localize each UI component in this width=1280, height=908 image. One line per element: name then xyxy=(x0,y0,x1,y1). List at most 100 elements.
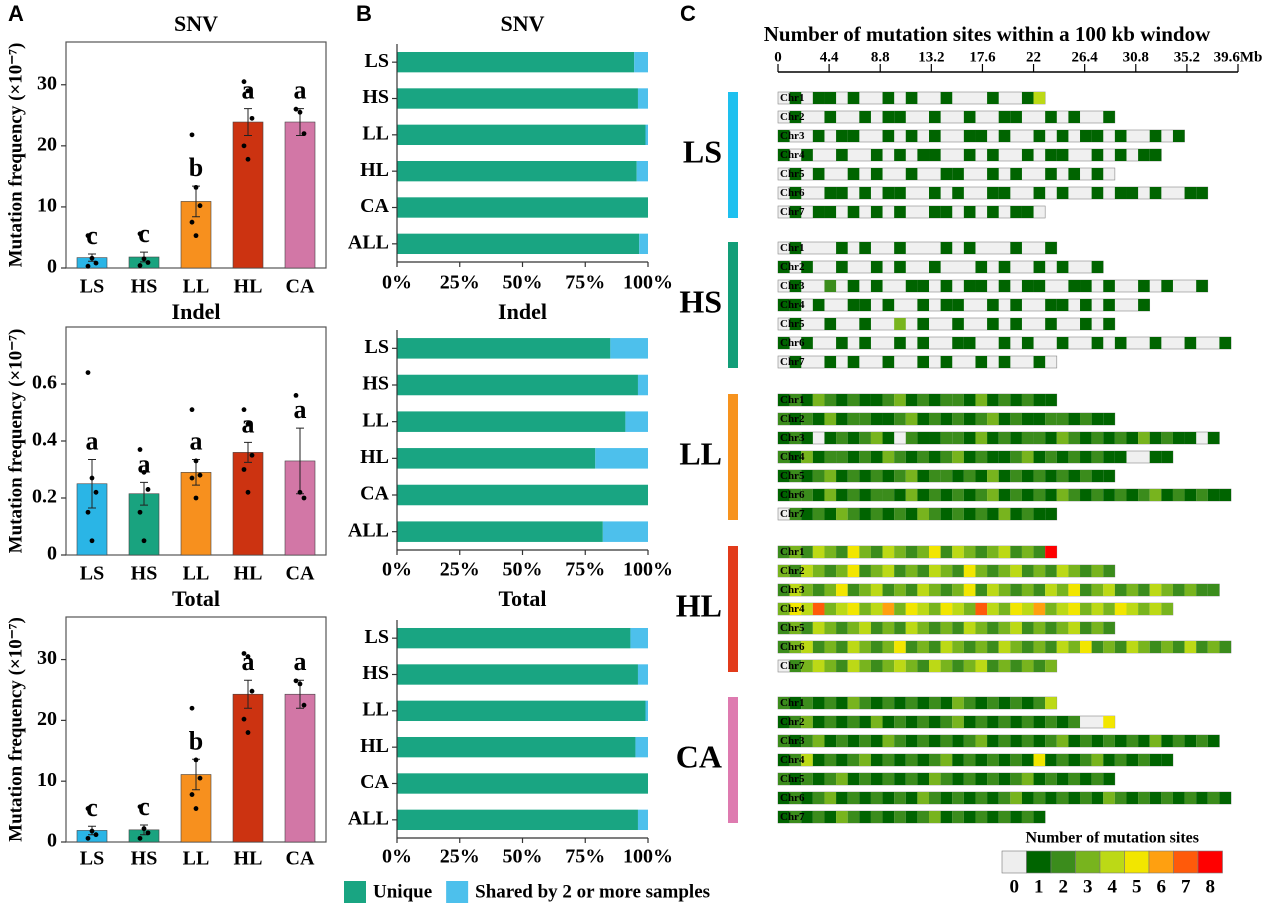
window-cell xyxy=(882,735,895,747)
window-cell xyxy=(1021,735,1034,747)
window-cell xyxy=(882,470,895,482)
x-tick-label: 100% xyxy=(623,846,673,868)
window-cell xyxy=(836,584,848,596)
window-cell xyxy=(847,470,860,482)
window-cell xyxy=(963,660,976,672)
chromosome-label: Chr5 xyxy=(780,168,805,180)
window-cell xyxy=(1172,130,1185,142)
window-cell xyxy=(1103,622,1115,634)
window-cell xyxy=(1033,584,1046,596)
window-cell xyxy=(987,811,999,823)
window-cell xyxy=(1080,451,1092,463)
data-point xyxy=(189,407,195,413)
window-cell xyxy=(1021,792,1034,804)
bar-segment xyxy=(639,233,648,255)
window-cell xyxy=(1184,337,1197,349)
bar-segment xyxy=(397,197,648,218)
window-cell xyxy=(801,149,813,161)
window-cell xyxy=(778,130,790,142)
x-tick-label: CA xyxy=(286,563,315,585)
window-cell xyxy=(975,508,988,520)
chromosome-label: Chr3 xyxy=(780,130,805,142)
x-tick-label: 8.8 xyxy=(871,49,890,65)
window-cell xyxy=(812,584,825,596)
window-cell xyxy=(1045,773,1057,785)
window-cell xyxy=(917,792,930,804)
window-cell xyxy=(859,489,871,501)
window-cell xyxy=(1068,168,1081,180)
window-cell xyxy=(1196,280,1208,292)
window-cell xyxy=(801,565,813,577)
window-cell xyxy=(975,565,988,577)
window-cell xyxy=(894,489,906,501)
window-cell xyxy=(1080,565,1092,577)
window-cell xyxy=(1045,565,1057,577)
window-cell xyxy=(847,92,860,104)
window-cell xyxy=(778,149,790,161)
window-cell xyxy=(952,470,964,482)
window-cell xyxy=(1021,280,1034,292)
window-cell xyxy=(975,754,988,766)
window-cell xyxy=(963,603,976,615)
window-cell xyxy=(824,792,837,804)
chromosome-label: Chr6 xyxy=(780,187,805,199)
colorbar-label: 6 xyxy=(1157,876,1167,897)
window-cell xyxy=(824,187,837,199)
y-tick-label: LS xyxy=(365,50,389,72)
window-cell xyxy=(987,489,999,501)
window-cell xyxy=(870,546,883,558)
window-cell xyxy=(882,92,895,104)
x-tick-label: LS xyxy=(80,276,104,298)
window-cell xyxy=(836,754,848,766)
window-cell xyxy=(1045,660,1057,672)
window-cell xyxy=(1033,754,1046,766)
window-cell xyxy=(1033,280,1046,292)
window-cell xyxy=(847,489,860,501)
window-cell xyxy=(894,206,906,218)
data-point xyxy=(197,203,203,209)
window-cell xyxy=(1045,111,1057,123)
window-cell xyxy=(894,754,906,766)
window-cell xyxy=(963,130,976,142)
chromosome-label: Chr6 xyxy=(780,489,805,501)
window-cell xyxy=(952,565,964,577)
window-cell xyxy=(963,489,976,501)
window-cell xyxy=(1033,565,1046,577)
window-cell xyxy=(812,546,825,558)
window-cell xyxy=(998,337,1011,349)
window-cell xyxy=(812,773,825,785)
colorbar-cell xyxy=(1124,850,1150,874)
window-cell xyxy=(882,299,895,311)
window-cell xyxy=(929,413,941,425)
window-cell xyxy=(905,168,918,180)
window-cell xyxy=(1045,508,1057,520)
window-cell xyxy=(1033,92,1046,104)
window-cell xyxy=(1172,641,1185,653)
window-cell xyxy=(975,773,988,785)
group-bar xyxy=(728,697,738,823)
window-cell xyxy=(1161,432,1173,444)
significance-letter: a xyxy=(242,409,255,438)
data-point xyxy=(141,538,147,544)
window-cell xyxy=(847,792,860,804)
window-cell xyxy=(789,451,802,463)
window-cell xyxy=(824,660,837,672)
window-cell xyxy=(1149,432,1162,444)
window-cell xyxy=(824,735,837,747)
window-cell xyxy=(905,754,918,766)
window-cell xyxy=(952,337,964,349)
chart-title: Indel xyxy=(498,299,547,324)
window-cell xyxy=(812,716,825,728)
window-cell xyxy=(824,413,837,425)
window-cell xyxy=(1056,432,1069,444)
chromosome-label: Chr6 xyxy=(780,641,805,653)
legend-swatch xyxy=(446,881,469,903)
window-cell xyxy=(975,356,988,368)
window-cell xyxy=(847,565,860,577)
window-cell xyxy=(1021,603,1034,615)
x-tick-label: 50% xyxy=(503,272,543,294)
window-cell xyxy=(929,754,941,766)
window-cell xyxy=(894,603,906,615)
window-cell xyxy=(940,660,953,672)
